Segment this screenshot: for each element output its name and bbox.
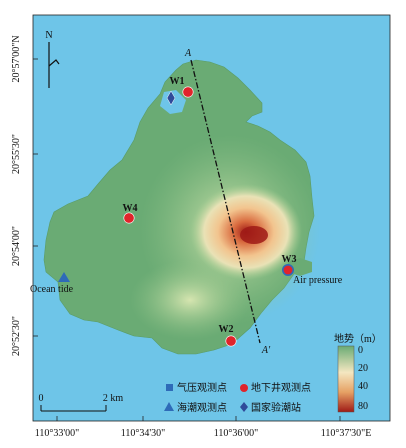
scale-bar — [40, 405, 107, 412]
legend-circle-icon — [240, 384, 248, 392]
legend-label-ocean-tide: 海潮观测点 — [177, 401, 227, 414]
well-marker-w1 — [182, 86, 194, 98]
profile-line — [190, 59, 261, 344]
elevation-tick-80: 80 — [358, 401, 368, 412]
map-frame — [32, 14, 391, 422]
profile-start-label: A — [184, 48, 192, 59]
lon-label-1: 110°33'00" — [35, 428, 80, 439]
legend-label-well: 地下井观测点 — [251, 381, 311, 394]
well-marker-w4 — [123, 212, 135, 224]
scale-start-label: 0 — [39, 393, 44, 404]
lon-ticks — [56, 416, 341, 421]
well-label-w3: W3 — [282, 254, 297, 265]
legend-square-icon — [166, 384, 173, 391]
lat-label-4: 20°52'30" — [11, 316, 22, 356]
north-arrow-icon — [48, 42, 60, 88]
ocean-tide-icon — [58, 272, 70, 282]
islet-east — [288, 258, 312, 276]
lon-label-3: 110°36'00" — [214, 428, 259, 439]
lat-label-2: 20°55'30" — [11, 134, 22, 174]
elevation-legend-title: 地势（m） — [334, 332, 382, 345]
lat-label-1: 20°57'00"N — [11, 35, 22, 82]
well-label-w4: W4 — [123, 203, 138, 214]
elevation-tick-0: 0 — [358, 345, 363, 356]
legend-triangle-icon — [164, 402, 174, 411]
lon-label-2: 110°34'30" — [121, 428, 166, 439]
legend-label-pressure: 气压观测点 — [177, 381, 227, 394]
relief-peak — [240, 226, 268, 244]
lat-label-3: 20°54'00" — [11, 226, 22, 266]
well-label-w1: W1 — [170, 76, 185, 87]
well-label-w2: W2 — [219, 324, 234, 335]
legend-label-tide-station: 国家验潮站 — [251, 401, 301, 414]
lat-ticks — [33, 58, 38, 337]
well-marker-w3 — [281, 263, 294, 276]
profile-end-label: A' — [261, 345, 271, 356]
ocean-tide-label: Ocean tide — [30, 284, 74, 295]
air-pressure-label: Air pressure — [293, 275, 343, 286]
north-label: N — [45, 30, 52, 41]
elevation-tick-40: 40 — [358, 381, 368, 392]
elevation-colorbar — [337, 345, 355, 413]
lon-label-4: 110°37'30"E — [321, 428, 372, 439]
legend-diamond-icon — [240, 402, 248, 412]
tide-station-icon — [166, 90, 176, 106]
elevation-tick-20: 20 — [358, 363, 368, 374]
scale-end-label: 2 km — [103, 393, 124, 404]
well-marker-w2 — [225, 335, 237, 347]
relief-low — [130, 260, 250, 340]
